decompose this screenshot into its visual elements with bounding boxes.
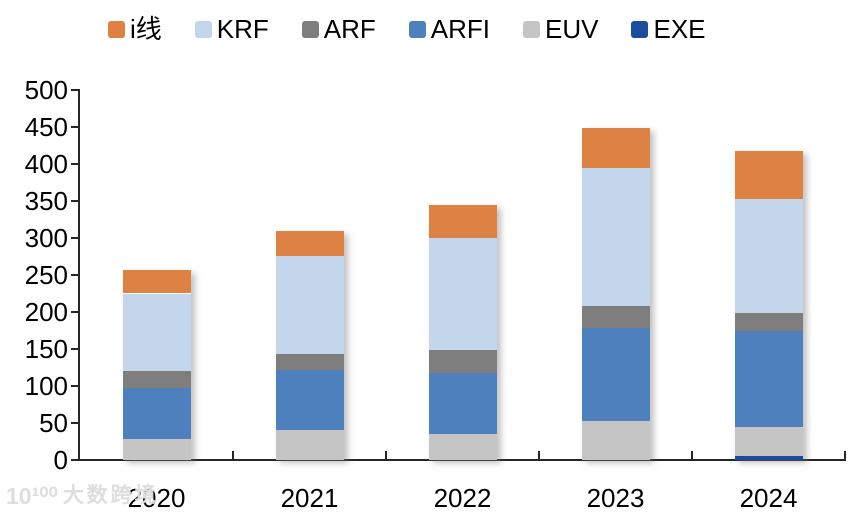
bar-segment-EUV xyxy=(734,427,803,457)
bar-stack-2021 xyxy=(275,231,344,460)
bar-segment-ARFI xyxy=(581,328,650,421)
bar-segment-EUV xyxy=(428,434,497,460)
x-axis-label: 2021 xyxy=(280,483,339,513)
bar-segment-KRF xyxy=(581,167,650,307)
y-axis-label: 450 xyxy=(24,112,68,142)
legend-item-EUV: EUV xyxy=(523,14,598,44)
bar-segment-ARFI xyxy=(122,388,191,440)
bar-segment-EUV xyxy=(581,420,650,460)
y-axis-label: 200 xyxy=(24,297,68,327)
bar-segment-KRF xyxy=(734,198,803,313)
bar-segment-EXE xyxy=(734,456,803,460)
bar-segment-i线 xyxy=(581,127,650,168)
legend-swatch-icon xyxy=(301,20,319,38)
legend-label: ARF xyxy=(323,14,376,44)
y-axis-tick xyxy=(71,311,80,313)
bar-stack-2023 xyxy=(581,127,650,460)
legend-swatch-icon xyxy=(108,20,125,38)
bar-segment-ARFI xyxy=(275,370,344,431)
y-axis-label: 150 xyxy=(24,334,68,364)
bar-stack-2020 xyxy=(122,269,191,460)
bar-segment-ARFI xyxy=(734,331,803,428)
y-axis-label: 300 xyxy=(24,223,68,253)
bar-segment-EUV xyxy=(122,439,191,460)
bar-segment-ARFI xyxy=(428,372,497,435)
y-axis-tick xyxy=(71,348,80,350)
x-axis-tick xyxy=(538,451,540,459)
bar-segment-KRF xyxy=(122,293,191,372)
y-axis-label: 350 xyxy=(24,186,68,216)
bar-segment-ARF xyxy=(581,306,650,329)
y-axis-label: 50 xyxy=(39,408,68,438)
watermark-brand-text: 大数跨境 xyxy=(62,484,159,507)
legend-swatch-icon xyxy=(194,20,212,38)
y-axis-label: 500 xyxy=(24,75,68,105)
legend-item-EXE: EXE xyxy=(631,14,706,44)
x-axis-label: 2024 xyxy=(739,483,798,513)
bar-segment-ARF xyxy=(122,371,191,389)
legend-swatch-icon xyxy=(523,20,541,38)
legend-label: EXE xyxy=(653,14,706,44)
x-axis-label: 2023 xyxy=(586,483,645,513)
legend-item-i线: i线 xyxy=(108,14,162,44)
y-axis-tick xyxy=(71,126,80,128)
y-axis-tick xyxy=(71,200,80,202)
y-axis-tick xyxy=(71,274,80,276)
legend-swatch-icon xyxy=(408,20,426,38)
bar-segment-EUV xyxy=(275,430,344,460)
bar-stack-2024 xyxy=(734,150,803,460)
y-axis-label: 400 xyxy=(24,149,68,179)
y-axis-label: 0 xyxy=(53,445,68,475)
x-axis-label: 2020 xyxy=(127,483,186,513)
bar-segment-ARF xyxy=(428,350,497,373)
legend-item-ARF: ARF xyxy=(301,14,376,44)
y-axis-tick xyxy=(71,163,80,165)
y-axis-line xyxy=(78,89,80,461)
bar-segment-i线 xyxy=(734,150,803,199)
watermark-logo-icon: 10¹⁰⁰ xyxy=(6,483,58,509)
watermark: 10¹⁰⁰ 大数跨境 xyxy=(6,483,159,509)
bar-segment-KRF xyxy=(275,255,344,355)
x-axis-line xyxy=(78,459,846,461)
x-axis-tick xyxy=(385,451,387,459)
y-axis-tick xyxy=(71,422,80,424)
y-axis-label: 250 xyxy=(24,260,68,290)
bar-stack-2022 xyxy=(428,204,497,460)
y-axis-tick xyxy=(71,385,80,387)
bar-segment-KRF xyxy=(428,238,497,351)
x-axis-tick xyxy=(844,451,846,459)
legend-label: EUV xyxy=(545,14,599,44)
legend-label: KRF xyxy=(216,14,269,44)
bar-segment-i线 xyxy=(275,231,344,256)
x-axis-tick xyxy=(232,451,234,459)
bar-segment-ARF xyxy=(734,312,803,332)
y-axis-tick xyxy=(71,237,80,239)
y-axis-tick xyxy=(71,459,80,461)
chart-legend: i线 KRF ARF ARFI EUV EXE xyxy=(108,14,706,44)
bar-segment-i线 xyxy=(428,204,497,238)
bar-segment-i线 xyxy=(122,269,191,294)
x-axis-label: 2022 xyxy=(433,483,492,513)
legend-swatch-icon xyxy=(631,20,649,38)
legend-label: i线 xyxy=(130,14,162,44)
y-axis-label: 100 xyxy=(24,371,68,401)
legend-item-ARFI: ARFI xyxy=(408,14,491,44)
bar-segment-ARF xyxy=(275,354,344,371)
y-axis-tick xyxy=(71,89,80,91)
x-axis-tick xyxy=(691,451,693,459)
legend-label: ARFI xyxy=(430,14,491,44)
legend-item-KRF: KRF xyxy=(194,14,269,44)
